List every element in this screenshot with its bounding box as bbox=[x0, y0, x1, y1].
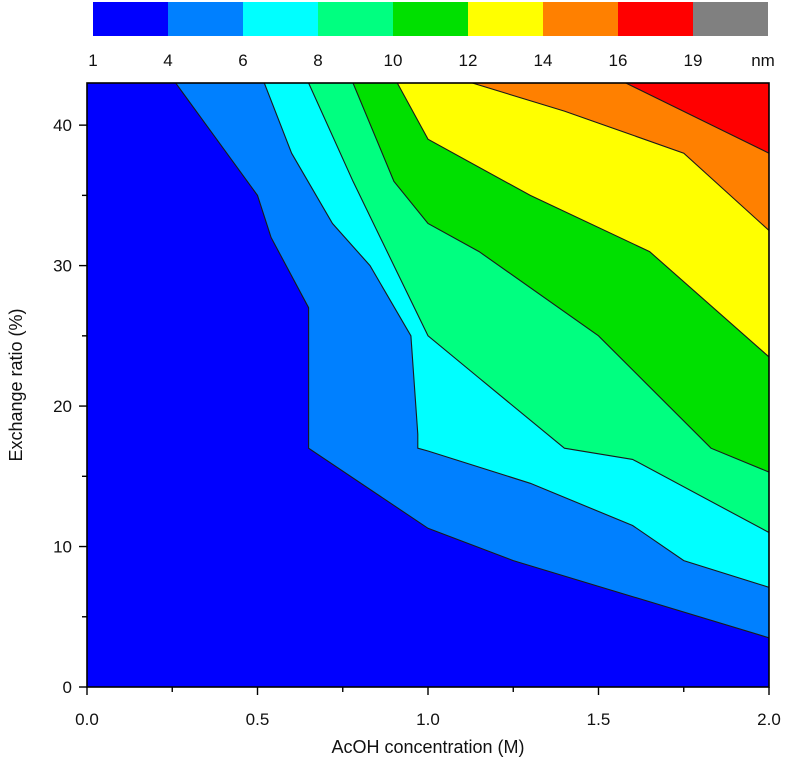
colorbar-tick-label: 8 bbox=[313, 51, 322, 70]
x-axis-title: AcOH concentration (M) bbox=[331, 737, 524, 757]
x-tick-label: 2.0 bbox=[757, 710, 781, 729]
contour-line-8 bbox=[308, 83, 769, 533]
y-tick-label: 20 bbox=[53, 397, 72, 416]
plot-area bbox=[87, 83, 769, 687]
colorbar-swatch-0 bbox=[93, 2, 168, 36]
contour-line-10 bbox=[352, 83, 769, 473]
y-tick-labels: 0 10 20 30 40 bbox=[53, 116, 72, 697]
colorbar-tick-label: 1 bbox=[88, 51, 97, 70]
colorbar-swatch-8 bbox=[693, 2, 768, 36]
axes bbox=[79, 82, 770, 695]
contour-line-12 bbox=[396, 83, 769, 358]
colorbar-swatch-3 bbox=[318, 2, 393, 36]
colorbar-swatch-4 bbox=[393, 2, 468, 36]
region-level-14 bbox=[472, 83, 769, 231]
x-tick-label: 0.0 bbox=[75, 710, 99, 729]
colorbar-swatch-7 bbox=[618, 2, 693, 36]
y-tick-label: 10 bbox=[53, 538, 72, 557]
x-tick-label: 1.5 bbox=[587, 710, 611, 729]
colorbar-tick-label: 4 bbox=[163, 51, 172, 70]
y-tick-label: 0 bbox=[63, 678, 72, 697]
contour-line-14 bbox=[472, 83, 769, 231]
colorbar-tick-label: 14 bbox=[534, 51, 553, 70]
x-tick-label: 1.0 bbox=[416, 710, 440, 729]
colorbar-tick-label: 19 bbox=[684, 51, 703, 70]
x-tick-label: 0.5 bbox=[246, 710, 270, 729]
contour-line-16 bbox=[625, 83, 769, 154]
contour-lines bbox=[175, 83, 769, 639]
colorbar-unit: nm bbox=[751, 51, 775, 70]
contour-line-4 bbox=[175, 83, 769, 639]
colorbar-swatch-5 bbox=[468, 2, 543, 36]
y-axis-title: Exchange ratio (%) bbox=[6, 308, 26, 461]
y-tick-label: 40 bbox=[53, 116, 72, 135]
colorbar-tick-label: 6 bbox=[238, 51, 247, 70]
colorbar-labels: 1 4 6 8 10 12 14 16 19 bbox=[88, 51, 702, 70]
x-tick-labels: 0.0 0.5 1.0 1.5 2.0 bbox=[75, 710, 781, 729]
colorbar-swatch-1 bbox=[168, 2, 243, 36]
y-tick-label: 30 bbox=[53, 257, 72, 276]
colorbar-swatch-6 bbox=[543, 2, 618, 36]
colorbar-tick-label: 16 bbox=[609, 51, 628, 70]
colorbar bbox=[93, 2, 768, 36]
colorbar-tick-label: 10 bbox=[384, 51, 403, 70]
contour-line-6 bbox=[263, 83, 769, 588]
colorbar-swatch-2 bbox=[243, 2, 318, 36]
colorbar-tick-label: 12 bbox=[459, 51, 478, 70]
